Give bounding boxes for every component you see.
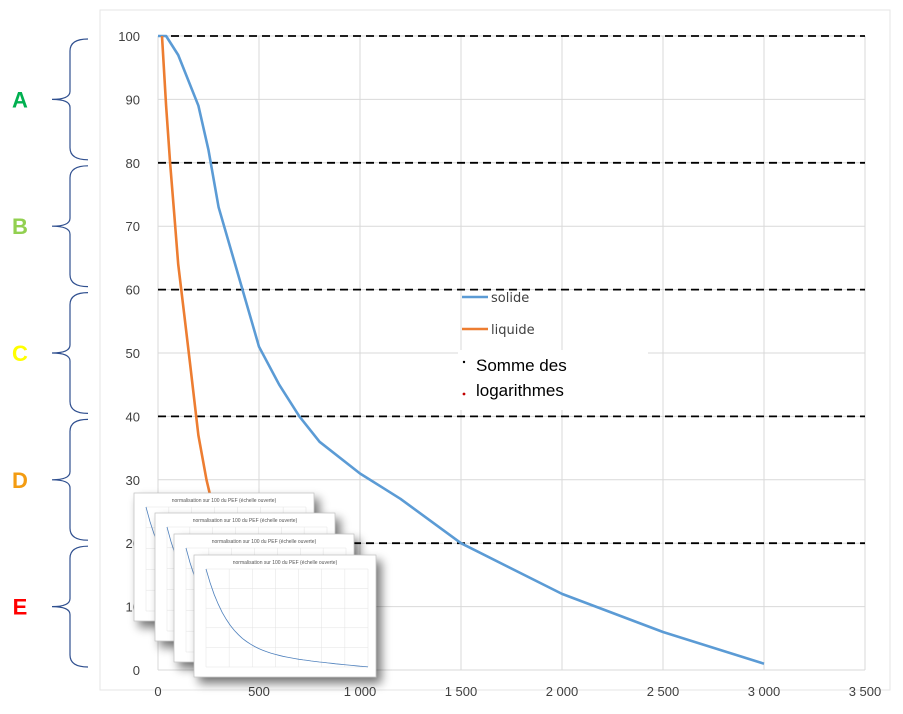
grade-bracket: [51, 418, 89, 541]
thumbnail-card: normalisation sur 100 du PEF (échelle ou…: [193, 554, 377, 678]
annotation-line-2: logarithmes: [476, 381, 564, 400]
series-line-liquide: [160, 35, 214, 506]
y-tick-label: 70: [126, 219, 140, 234]
grade-bands: A B C D E: [12, 38, 89, 668]
annotation-bullet: [462, 392, 466, 396]
grade-label: E: [13, 595, 28, 620]
thumbnail-title: normalisation sur 100 du PEF (échelle ou…: [233, 560, 338, 566]
x-tick-label: 3 000: [748, 684, 781, 699]
y-tick-label: 60: [126, 283, 140, 298]
grade-bracket: [51, 545, 89, 668]
y-tick-label: 30: [126, 473, 140, 488]
grade-label: D: [12, 468, 28, 493]
y-tick-label: 80: [126, 156, 140, 171]
y-tick-label: 0: [133, 663, 140, 678]
legend-label-solide: solide: [491, 291, 529, 306]
chart-border: [99, 9, 891, 691]
grade-label: C: [12, 341, 28, 366]
series-lines: [158, 34, 765, 665]
grade-bracket: [51, 38, 89, 161]
y-tick-label: 40: [126, 409, 140, 424]
grade-bracket: [51, 165, 89, 288]
thumbnail-title: normalisation sur 100 du PEF (échelle ou…: [193, 518, 298, 524]
thumbnail-stack: normalisation sur 100 du PEF (échelle ou…: [133, 492, 377, 678]
thumbnail-curve: [205, 568, 369, 668]
tick-labels: 0 500 1 000 1 500 2 000 2 500 3 000 3 500010203…: [118, 29, 881, 699]
x-tick-label: 0: [154, 684, 161, 699]
grade-label: A: [12, 87, 28, 112]
legend: solide liquide: [462, 291, 535, 338]
x-tick-label: 1 000: [344, 684, 377, 699]
legend-label-liquide: liquide: [491, 323, 535, 338]
thumbnail-frame: [193, 554, 377, 678]
grade-label: B: [12, 214, 28, 239]
annotation-line-1: Somme des: [476, 356, 567, 375]
thumbnail-title: normalisation sur 100 du PEF (échelle ou…: [172, 498, 277, 504]
thumbnail-title: normalisation sur 100 du PEF (échelle ou…: [212, 539, 317, 545]
x-tick-label: 2 500: [647, 684, 680, 699]
series-line-solide: [158, 34, 765, 665]
x-tick-label: 500: [248, 684, 270, 699]
x-tick-label: 1 500: [445, 684, 478, 699]
annotation-bullet: [462, 360, 466, 364]
y-tick-label: 100: [118, 29, 140, 44]
x-tick-label: 2 000: [546, 684, 579, 699]
threshold-lines: [158, 35, 865, 545]
y-tick-label: 50: [126, 346, 140, 361]
grade-bracket: [51, 292, 89, 414]
y-tick-label: 90: [126, 92, 140, 107]
annotation-background: [458, 350, 648, 410]
annotation: Somme des logarithmes: [458, 350, 648, 410]
x-tick-label: 3 500: [849, 684, 882, 699]
